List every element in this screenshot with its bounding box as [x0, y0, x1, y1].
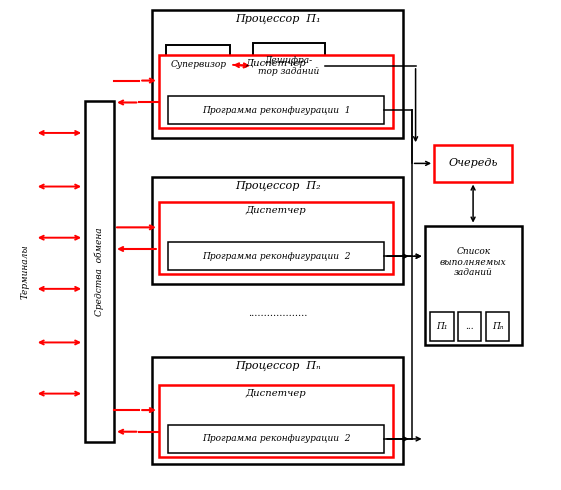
Text: Пₙ: Пₙ	[492, 322, 503, 331]
FancyBboxPatch shape	[152, 10, 403, 138]
FancyBboxPatch shape	[486, 312, 509, 342]
Text: Программа реконфигурации  1: Программа реконфигурации 1	[202, 105, 350, 115]
Text: Программа реконфигурации  2: Программа реконфигурации 2	[202, 435, 350, 443]
Text: Процессор  Пₙ: Процессор Пₙ	[235, 361, 320, 371]
FancyBboxPatch shape	[168, 242, 384, 270]
FancyBboxPatch shape	[159, 202, 393, 274]
Text: Диспетчер: Диспетчер	[246, 389, 306, 398]
FancyBboxPatch shape	[168, 96, 384, 124]
FancyBboxPatch shape	[85, 101, 114, 442]
FancyBboxPatch shape	[425, 225, 522, 345]
FancyBboxPatch shape	[252, 43, 325, 89]
FancyBboxPatch shape	[159, 385, 393, 457]
Text: Дешифра-
тор заданий: Дешифра- тор заданий	[258, 56, 320, 75]
Text: Супервизор: Супервизор	[170, 60, 226, 69]
Text: П₁: П₁	[436, 322, 448, 331]
Text: Диспетчер: Диспетчер	[246, 206, 306, 216]
Text: ...................: ...................	[248, 309, 307, 318]
Text: Список
выполняемых
заданий: Список выполняемых заданий	[440, 247, 507, 277]
Text: Средства  обмена: Средства обмена	[95, 227, 104, 316]
Text: Процессор  П₁: Процессор П₁	[235, 14, 320, 24]
FancyBboxPatch shape	[152, 177, 403, 284]
FancyBboxPatch shape	[168, 425, 384, 453]
FancyBboxPatch shape	[430, 312, 453, 342]
Text: Программа реконфигурации  2: Программа реконфигурации 2	[202, 252, 350, 261]
Text: Процессор  П₂: Процессор П₂	[235, 180, 320, 191]
Text: ...: ...	[466, 322, 474, 331]
FancyBboxPatch shape	[166, 45, 230, 84]
FancyBboxPatch shape	[434, 145, 512, 182]
FancyBboxPatch shape	[159, 55, 393, 128]
Text: Очередь: Очередь	[448, 158, 498, 169]
FancyBboxPatch shape	[152, 357, 403, 464]
Text: Терминалы: Терминалы	[20, 245, 29, 299]
FancyBboxPatch shape	[458, 312, 481, 342]
Text: Диспетчер: Диспетчер	[246, 59, 306, 68]
